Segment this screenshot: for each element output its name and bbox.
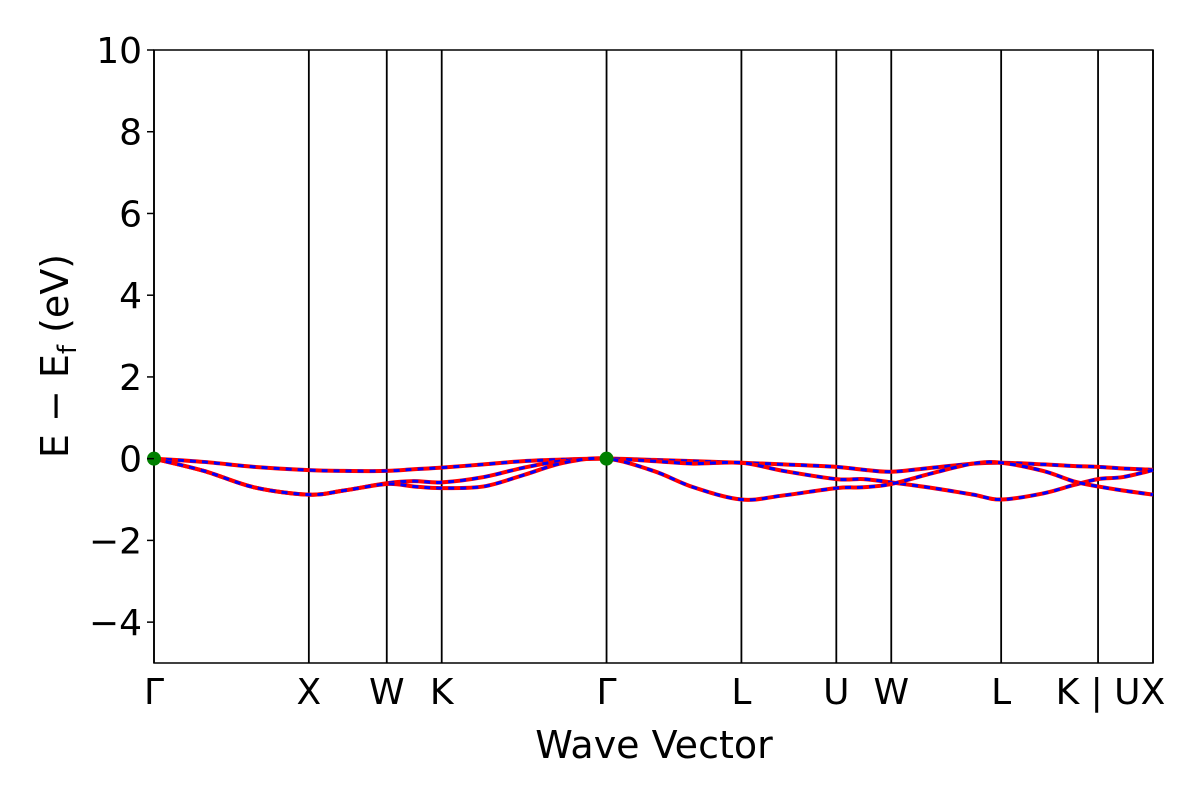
- y-tick-label: −2: [89, 521, 142, 562]
- plot-frame: [153, 49, 1154, 664]
- y-tick-label: 2: [119, 358, 142, 399]
- x-tick-label: L: [991, 672, 1011, 713]
- y-axis-title: E − Ef (eV): [33, 254, 83, 458]
- y-axis-title-subscript: f: [53, 344, 83, 354]
- x-tick-label: Γ: [144, 672, 164, 713]
- x-axis-title: Wave Vector: [535, 723, 773, 767]
- y-tick-label: 6: [119, 194, 142, 235]
- x-tick-label: L: [731, 672, 751, 713]
- y-axis-title-unit: (eV): [33, 254, 77, 345]
- plot-area: [153, 49, 1154, 664]
- y-tick-label: 4: [119, 276, 142, 317]
- x-tick-label: W: [369, 672, 405, 713]
- x-tick-label: Γ: [597, 672, 617, 713]
- x-tick-label: X: [1141, 672, 1166, 713]
- y-axis-title-main: E − E: [33, 354, 77, 458]
- y-tick-label: 8: [119, 113, 142, 154]
- y-tick-label: 10: [96, 31, 142, 72]
- x-tick-label: K | U: [1056, 672, 1141, 713]
- x-tick-label: U: [823, 672, 849, 713]
- y-axis-ticks: −4 −2 0 2 4 6 8 10: [89, 31, 154, 644]
- band-line-dashed: [153, 456, 1154, 502]
- band-line-dashed: [153, 457, 1154, 474]
- x-tick-label: W: [873, 672, 909, 713]
- gamma-point-marker: [599, 451, 614, 466]
- band-lines: [153, 456, 1154, 502]
- y-tick-label: −4: [89, 603, 142, 644]
- y-tick-label: 0: [119, 440, 142, 481]
- x-tick-label: X: [297, 672, 322, 713]
- x-tick-label: K: [430, 672, 455, 713]
